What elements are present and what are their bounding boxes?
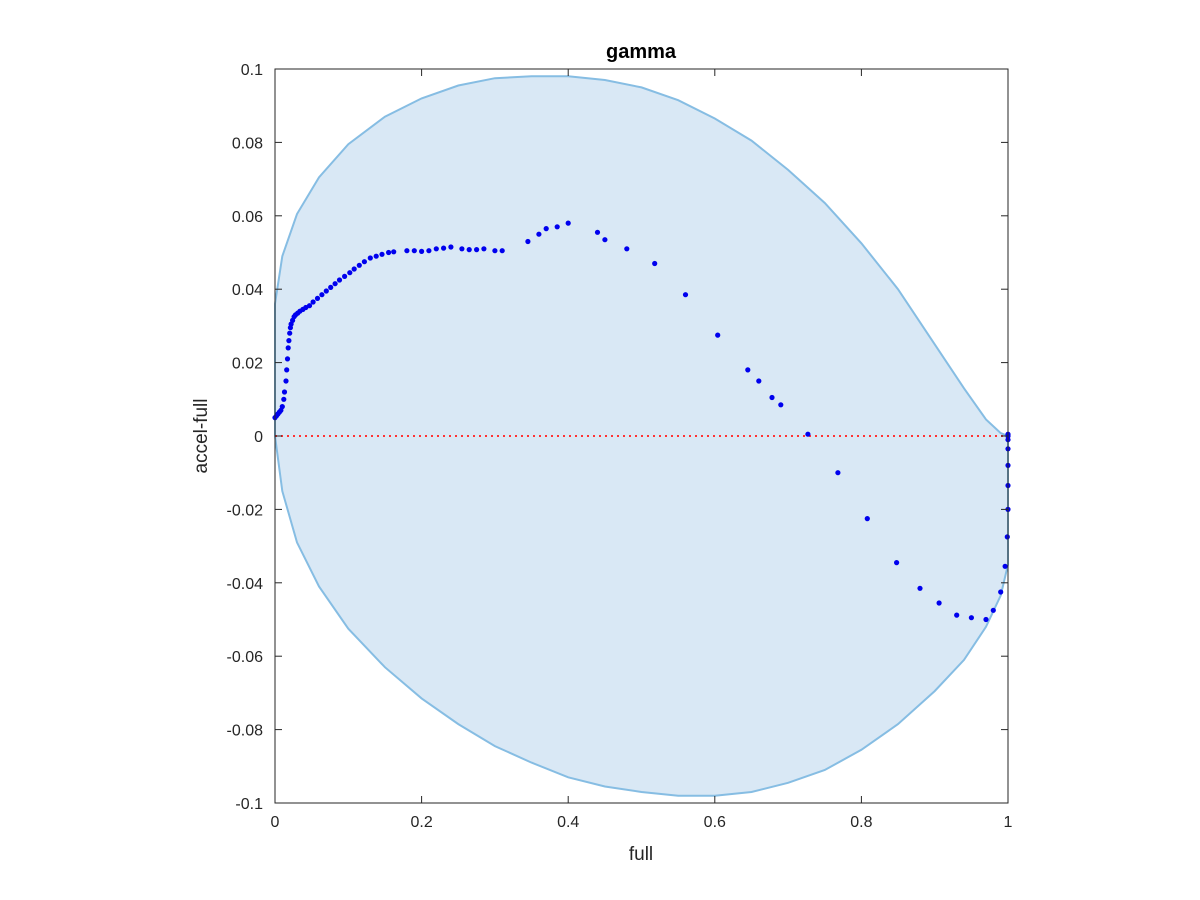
data-point xyxy=(682,292,689,298)
x-tick-label: 0.6 xyxy=(704,814,726,831)
data-point xyxy=(283,378,289,384)
data-point xyxy=(936,600,942,606)
x-tick-label: 0 xyxy=(271,814,280,831)
y-tick-label: 0.04 xyxy=(232,282,263,299)
data-point xyxy=(310,299,316,305)
data-point xyxy=(419,248,425,254)
x-tick-label: 0.8 xyxy=(850,814,872,831)
data-point xyxy=(279,404,285,410)
data-point xyxy=(1002,563,1008,569)
data-point xyxy=(433,246,439,252)
data-point xyxy=(917,585,923,591)
y-axis-label: accel-full xyxy=(191,399,212,474)
chart-title: gamma xyxy=(606,41,677,63)
data-point xyxy=(347,270,353,276)
y-tick-label: 0 xyxy=(254,429,263,446)
x-axis-ticks: 0 0.2 0.4 0.6 0.8 1 xyxy=(271,69,1013,831)
data-point xyxy=(536,231,542,237)
data-point xyxy=(998,589,1004,595)
data-point xyxy=(284,356,291,362)
data-point xyxy=(954,612,960,618)
y-tick-label: 0.02 xyxy=(232,356,263,373)
y-axis-ticks: -0.1 -0.08 -0.06 -0.04 -0.02 0 0.02 0.04 0.06 0.0… xyxy=(227,62,1008,813)
data-point xyxy=(624,246,630,252)
data-point xyxy=(525,238,531,245)
data-point xyxy=(286,338,292,344)
data-point xyxy=(319,292,325,298)
data-point xyxy=(287,330,293,336)
data-point xyxy=(474,247,480,253)
data-point xyxy=(281,389,288,395)
data-point xyxy=(441,245,447,251)
data-point xyxy=(459,246,465,252)
data-point xyxy=(756,378,762,384)
data-point xyxy=(332,281,338,287)
y-tick-label: -0.04 xyxy=(227,576,264,593)
data-point xyxy=(968,615,975,621)
data-point xyxy=(367,255,373,261)
data-point xyxy=(565,220,571,226)
data-point xyxy=(745,367,751,373)
data-point xyxy=(554,224,560,230)
x-tick-label: 0.4 xyxy=(557,814,579,831)
data-point xyxy=(805,431,811,437)
y-tick-label: -0.1 xyxy=(235,796,263,813)
data-point xyxy=(499,248,505,254)
data-point xyxy=(652,260,658,267)
data-point xyxy=(543,226,549,232)
x-tick-label: 0.2 xyxy=(410,814,432,831)
data-point xyxy=(864,516,870,522)
y-tick-label: -0.06 xyxy=(227,649,264,666)
data-point xyxy=(351,266,357,272)
data-point xyxy=(373,253,379,259)
y-tick-label: 0.06 xyxy=(232,209,263,226)
data-point xyxy=(356,262,362,268)
data-point xyxy=(314,295,321,301)
data-point xyxy=(448,244,454,250)
y-tick-label: 0.1 xyxy=(241,62,263,79)
data-point xyxy=(492,248,498,254)
data-point xyxy=(336,277,343,283)
data-point xyxy=(594,229,601,235)
data-point xyxy=(466,247,472,253)
data-point xyxy=(306,303,313,309)
data-point xyxy=(481,246,487,252)
y-tick-label: -0.08 xyxy=(227,723,264,740)
data-point xyxy=(990,607,996,613)
data-point xyxy=(284,367,290,373)
data-point xyxy=(361,259,367,265)
data-point xyxy=(323,288,329,294)
data-point xyxy=(426,248,432,254)
data-point xyxy=(281,396,287,402)
scatter-points-layer xyxy=(272,220,1011,623)
data-point xyxy=(1004,534,1010,540)
x-axis-label: full xyxy=(629,844,653,865)
data-point xyxy=(715,332,721,338)
x-tick-label: 1 xyxy=(1004,814,1013,831)
data-point xyxy=(602,237,608,243)
data-point xyxy=(404,248,410,254)
data-point xyxy=(778,402,784,408)
y-tick-label: -0.02 xyxy=(227,502,264,519)
data-point xyxy=(342,273,348,279)
data-point xyxy=(769,394,775,401)
data-point xyxy=(391,249,397,255)
data-point xyxy=(411,248,417,254)
data-point xyxy=(386,249,392,256)
data-point xyxy=(285,345,291,351)
data-point xyxy=(379,251,385,257)
data-point xyxy=(894,560,900,566)
data-point xyxy=(983,616,989,623)
data-point xyxy=(835,470,841,476)
data-point xyxy=(328,284,334,290)
y-tick-label: 0.08 xyxy=(232,135,263,152)
